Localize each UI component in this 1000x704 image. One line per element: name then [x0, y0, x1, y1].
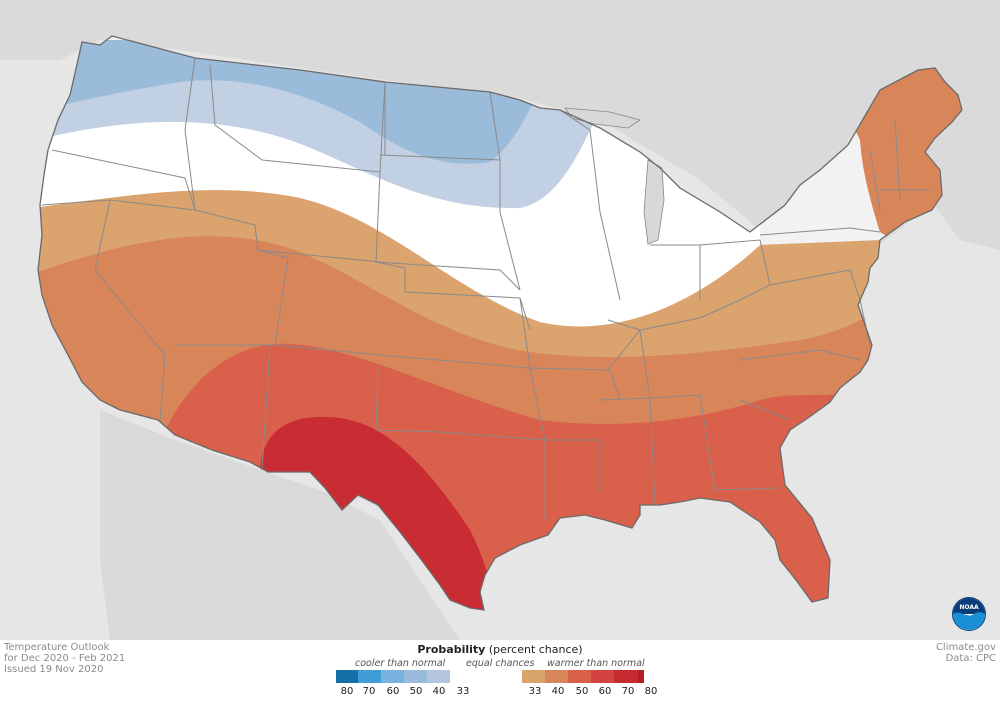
svg-text:NOAA: NOAA: [959, 604, 979, 611]
legend-tick: 40: [551, 686, 565, 697]
cooler-label: cooler than normal: [355, 658, 446, 669]
legend-ticks: 80 70 60 50 40 33 33 40 50 60 70 80: [0, 686, 1000, 700]
outlook-map: NOAA: [0, 0, 1000, 640]
legend-title-bold: Probability: [417, 643, 486, 656]
data-credit: Data: CPC: [945, 653, 996, 664]
legend-tick: 50: [575, 686, 589, 697]
legend-tick: 70: [621, 686, 635, 697]
equal-chances-region: [38, 110, 760, 327]
mexico-landmass: [100, 410, 460, 640]
outlook-info: Temperature Outlook for Dec 2020 - Feb 2…: [4, 642, 125, 675]
legend-swatch-cool-60-70: [358, 670, 381, 683]
legend-tick: 33: [528, 686, 542, 697]
issued-date: Issued 19 Nov 2020: [4, 664, 104, 675]
legend-tick: 60: [598, 686, 612, 697]
outlook-title: Temperature Outlook: [4, 642, 110, 653]
legend-color-bar: [336, 670, 664, 683]
map-canvas: [0, 0, 1000, 640]
legend-swatch-cool-50-60: [381, 670, 404, 683]
outlook-period: for Dec 2020 - Feb 2021: [4, 653, 126, 664]
legend-title-rest: (percent chance): [485, 643, 583, 656]
legend-swatch-warm-33-40: [522, 670, 545, 683]
state-boundaries: [41, 57, 930, 520]
source-credit: Climate.gov: [935, 642, 996, 653]
legend-swatch-equal: [450, 670, 522, 683]
canada-landmass: [0, 0, 1000, 250]
noaa-logo-icon: NOAA: [952, 597, 986, 631]
legend-tick: 80: [644, 686, 658, 697]
credits: Climate.gov Data: CPC: [936, 642, 996, 664]
legend-tick: 33: [456, 686, 470, 697]
legend-title: Probability (percent chance): [340, 643, 660, 656]
legend-swatch-warm-50-60: [568, 670, 591, 683]
legend-swatch-cool-70-80: [336, 670, 358, 683]
legend-swatch-cool-33-40: [427, 670, 450, 683]
legend-tick: 60: [386, 686, 400, 697]
legend-tick: 50: [409, 686, 423, 697]
legend-swatch-warm-80: [638, 670, 644, 683]
legend-swatch-warm-40-50: [545, 670, 568, 683]
legend-swatch-cool-40-50: [404, 670, 427, 683]
legend-tick: 40: [432, 686, 446, 697]
us-outline: [37, 35, 963, 611]
warmer-label: warmer than normal: [547, 658, 645, 669]
legend-tick: 80: [340, 686, 354, 697]
legend-swatch-warm-60-70: [591, 670, 614, 683]
legend-footer: Temperature Outlook for Dec 2020 - Feb 2…: [0, 640, 1000, 704]
equal-label: equal chances: [466, 658, 535, 669]
legend-tick: 70: [362, 686, 376, 697]
lake-michigan: [643, 159, 665, 245]
legend-swatch-warm-70-80: [614, 670, 638, 683]
